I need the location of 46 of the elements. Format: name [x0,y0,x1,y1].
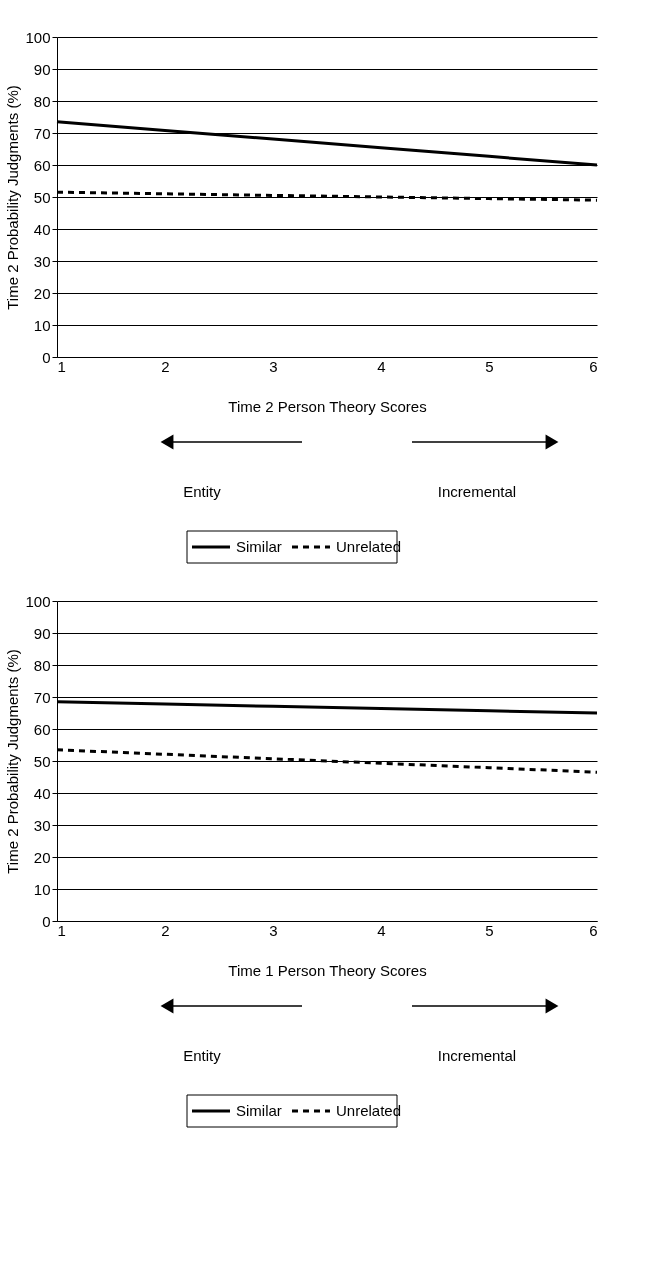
y-tick-label: 0 [42,348,51,366]
y-tick-label: 10 [33,880,51,898]
y-axis-title: Time 2 Probability Judgments (%) [4,649,22,874]
text: Entity [183,1047,222,1064]
x-tick-label: 4 [377,357,386,375]
x-tick-label: 3 [269,357,278,375]
x-tick-label: 6 [589,357,598,375]
text: Incremental [437,483,517,500]
text: Entity [183,483,222,500]
y-tick-label: 50 [33,752,51,770]
y-axis-title: Time 2 Probability Judgments (%) [4,85,22,310]
x-tick-label: 5 [485,921,494,939]
x-axis-title: Time 2 Person Theory Scores [228,397,427,415]
x-tick-label: 2 [161,921,170,939]
y-tick-label: 80 [33,656,51,674]
x-tick-label: 3 [269,921,278,939]
legend-label: Similar [236,538,282,555]
text: Incremental [437,1047,517,1064]
y-tick-label: 60 [33,720,51,738]
y-tick-label: 30 [33,252,51,270]
x-tick-label: 1 [57,921,66,939]
y-tick-label: 50 [33,188,51,206]
y-tick-label: 0 [42,912,51,930]
x-tick-label: 1 [57,357,66,375]
y-tick-label: 60 [33,156,51,174]
y-tick-label: 40 [33,220,51,238]
y-tick-label: 70 [33,688,51,706]
legend-label: Unrelated [336,1102,402,1119]
y-tick-label: 10 [33,316,51,334]
x-tick-label: 2 [161,357,170,375]
y-tick-label: 100 [25,592,51,610]
x-tick-label: 5 [485,357,494,375]
y-tick-label: 70 [33,124,51,142]
legend-label: Unrelated [336,538,402,555]
y-tick-label: 20 [33,284,51,302]
y-tick-label: 90 [33,60,51,78]
x-tick-label: 6 [589,921,598,939]
y-tick-label: 30 [33,816,51,834]
y-tick-label: 100 [25,28,51,46]
y-tick-label: 90 [33,624,51,642]
y-tick-label: 20 [33,848,51,866]
x-tick-label: 4 [377,921,386,939]
y-tick-label: 40 [33,784,51,802]
legend-label: Similar [236,1102,282,1119]
y-tick-label: 80 [33,92,51,110]
x-axis-title: Time 1 Person Theory Scores [228,961,427,979]
